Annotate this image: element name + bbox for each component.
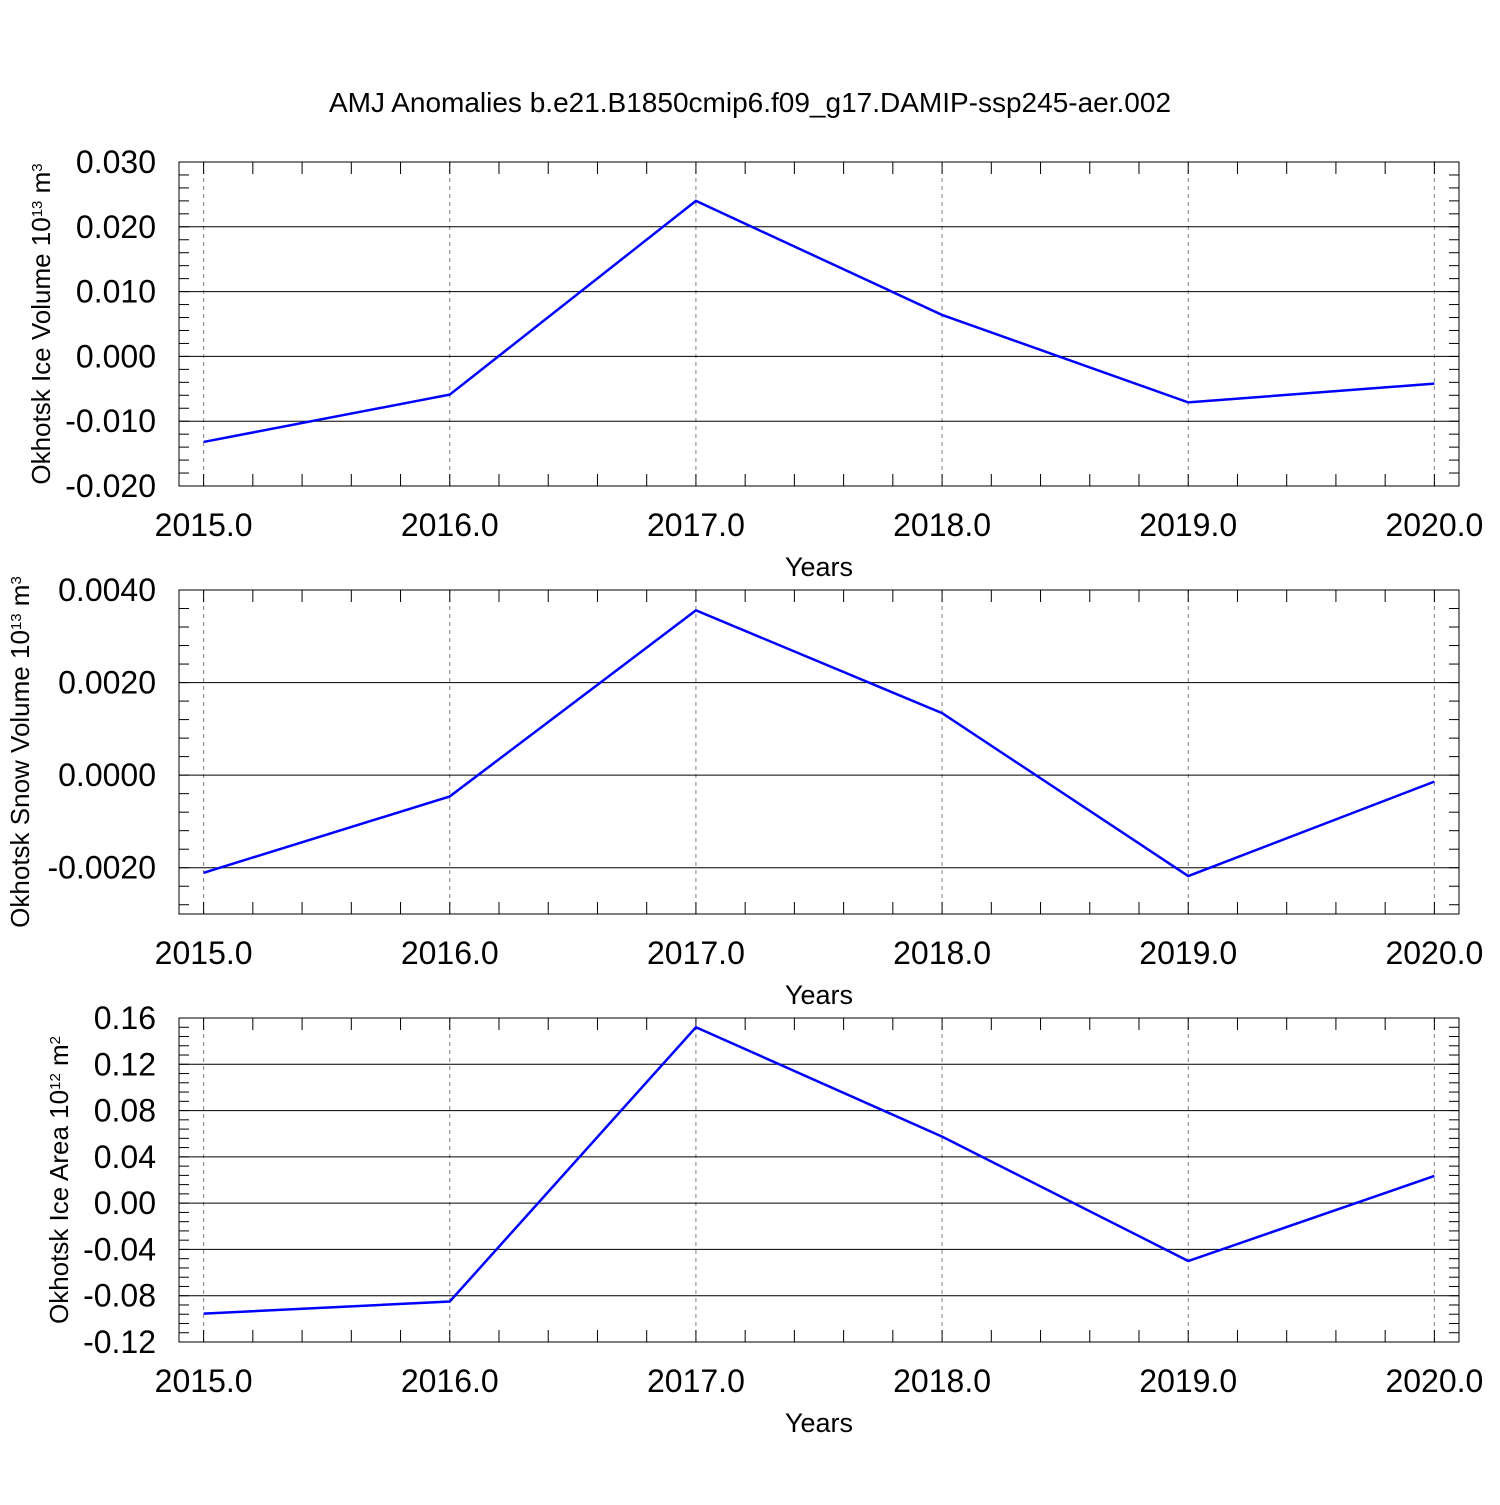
x-tick-label: 2018.0 — [893, 935, 991, 971]
y-tick-label: 0.030 — [76, 144, 156, 180]
x-axis-label: Years — [785, 552, 853, 582]
y-tick-label: 0.16 — [94, 1000, 156, 1036]
y-axis-label: Okhotsk Snow Volume 1013 m3 — [5, 576, 35, 928]
x-tick-label: 2016.0 — [401, 1363, 499, 1399]
x-tick-label: 2019.0 — [1139, 1363, 1237, 1399]
x-axis-label: Years — [785, 1408, 853, 1438]
x-tick-label: 2017.0 — [647, 1363, 745, 1399]
x-tick-label: 2019.0 — [1139, 935, 1237, 971]
y-tick-label: 0.04 — [94, 1139, 156, 1175]
y-tick-label: -0.020 — [65, 468, 156, 504]
series-line-3 — [204, 1027, 1435, 1313]
y-tick-label: -0.04 — [83, 1231, 156, 1267]
x-tick-label: 2017.0 — [647, 507, 745, 543]
x-tick-label: 2015.0 — [155, 507, 253, 543]
x-tick-label: 2015.0 — [155, 1363, 253, 1399]
chart-panel-1: -0.020 -0.010 0.000 0.010 0.020 0.030 2015.0 20… — [26, 144, 1483, 582]
y-tick-label: 0.000 — [76, 338, 156, 374]
x-tick-label: 2020.0 — [1385, 507, 1483, 543]
y-tick-label: -0.08 — [83, 1278, 156, 1314]
y-tick-label: -0.0020 — [47, 850, 156, 886]
x-tick-label: 2018.0 — [893, 1363, 991, 1399]
x-axis-label: Years — [785, 980, 853, 1010]
chart-panel-3: -0.12 -0.08 -0.04 0.00 0.04 0.08 0.12 0.16 2015.… — [44, 1000, 1483, 1438]
y-tick-label: 0.010 — [76, 274, 156, 310]
chart-panel-2: -0.0020 0.0000 0.0020 0.0040 2015.0 2016.0 201… — [5, 572, 1483, 1010]
series-line-2 — [204, 610, 1435, 876]
y-tick-label: -0.12 — [83, 1324, 156, 1360]
x-tick-label: 2019.0 — [1139, 507, 1237, 543]
plot-frame — [179, 590, 1459, 914]
x-tick-label: 2020.0 — [1385, 1363, 1483, 1399]
plot-frame — [179, 162, 1459, 486]
x-tick-label: 2016.0 — [401, 935, 499, 971]
y-tick-label: 0.08 — [94, 1093, 156, 1129]
x-tick-label: 2018.0 — [893, 507, 991, 543]
y-axis-label: Okhotsk Ice Volume 1013 m3 — [26, 163, 56, 484]
y-tick-label: 0.12 — [94, 1046, 156, 1082]
y-tick-label: 0.00 — [94, 1185, 156, 1221]
y-tick-label: 0.0000 — [58, 757, 156, 793]
y-tick-label: 0.0020 — [58, 665, 156, 701]
y-tick-label: 0.020 — [76, 209, 156, 245]
x-tick-label: 2016.0 — [401, 507, 499, 543]
x-tick-label: 2017.0 — [647, 935, 745, 971]
y-axis-label: Okhotsk Ice Area 1012 m2 — [44, 1036, 74, 1324]
plot-frame — [179, 1018, 1459, 1342]
y-tick-label: 0.0040 — [58, 572, 156, 608]
chart-title: AMJ Anomalies b.e21.B1850cmip6.f09_g17.D… — [329, 87, 1171, 118]
x-tick-label: 2020.0 — [1385, 935, 1483, 971]
x-tick-label: 2015.0 — [155, 935, 253, 971]
y-tick-label: -0.010 — [65, 403, 156, 439]
series-line-1 — [204, 201, 1435, 442]
